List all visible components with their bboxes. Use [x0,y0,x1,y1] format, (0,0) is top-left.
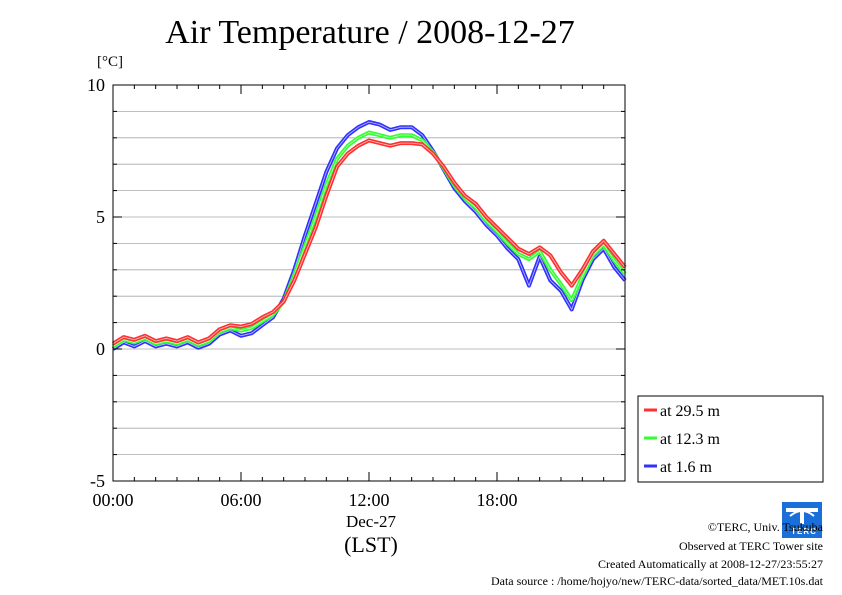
plot-area [113,85,625,481]
legend-label: at 1.6 m [660,459,713,476]
x-tick-label: 18:00 [476,490,517,510]
x-axis-label: (LST) [344,532,398,557]
y-tick-label: 0 [96,339,105,359]
y-tick-label: -5 [90,471,105,491]
footer-copyright: ©TERC, Univ. Tsukuba [707,520,823,534]
legend-label: at 29.5 m [660,403,721,420]
axis-ticks: -5 0 5 10 00:00 06:00 12:00 18:00 [87,75,625,510]
x-tick-label: 12:00 [348,490,389,510]
series-line-highlight [112,139,626,345]
footer-created: Created Automatically at 2008-12-27/23:5… [598,557,823,571]
legend-label: at 12.3 m [660,431,721,448]
footer-source: Data source : /home/hojyo/new/TERC-data/… [490,574,823,588]
data-series [111,120,627,351]
legend: at 29.5 m at 12.3 m at 1.6 m [637,395,824,483]
x-tick-label: 00:00 [92,490,133,510]
grid-lines [113,111,625,456]
terc-logo-icon [782,502,822,538]
terc-logo-text: TERC [791,527,817,536]
series-line-highlight [112,132,626,347]
series-line-highlight [112,121,626,350]
footer-observed: Observed at TERC Tower site [678,539,823,553]
y-tick-label: 5 [96,207,105,227]
legend-box [637,395,824,483]
chart-title: Air Temperature / 2008-12-27 [165,14,575,51]
x-tick-label: 06:00 [220,490,261,510]
y-tick-label: 10 [87,75,105,95]
y-axis-unit: [°C] [97,54,123,70]
x-axis-date-label: Dec-27 [345,512,397,531]
